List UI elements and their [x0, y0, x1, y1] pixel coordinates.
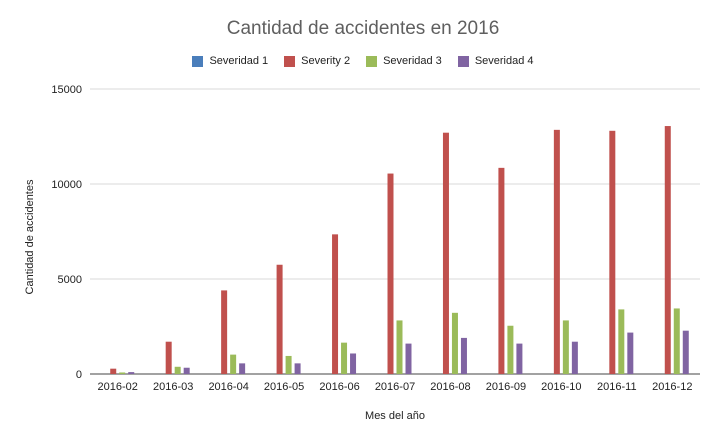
bar-severidad-3-2016-08: [451, 312, 458, 374]
y-tick-label: 0: [76, 369, 82, 381]
bar-severity-2-2016-02: [110, 368, 117, 374]
bar-severity-2-2016-08: [442, 132, 449, 374]
x-tick-label: 2016-11: [597, 381, 637, 393]
bar-severity-2-2016-05: [276, 264, 283, 374]
legend-swatch-severidad-1: [192, 55, 204, 67]
bar-severidad-3-2016-11: [618, 309, 625, 374]
bar-severity-2-2016-07: [387, 173, 394, 374]
y-axis-label: Cantidad de accidentes: [24, 179, 36, 295]
x-tick-label: 2016-05: [264, 381, 304, 393]
legend-label-severidad-3: Severidad 3: [383, 55, 442, 67]
x-axis-label: Mes del año: [365, 410, 425, 422]
x-tick-label: 2016-04: [208, 381, 248, 393]
x-tick-label: 2016-12: [652, 381, 692, 393]
bar-severidad-3-2016-07: [396, 320, 403, 374]
x-tick-label: 2016-10: [541, 381, 581, 393]
legend-label-severidad-4: Severidad 4: [474, 55, 534, 67]
bar-severidad-3-2016-05: [285, 355, 292, 374]
bar-severidad-4-2016-02: [128, 372, 135, 374]
bar-severity-2-2016-06: [332, 234, 339, 374]
bar-severity-2-2016-03: [165, 341, 172, 374]
bar-severidad-4-2016-09: [516, 343, 523, 374]
bar-severidad-3-2016-12: [673, 308, 680, 374]
bar-severity-2-2016-10: [553, 129, 560, 374]
bar-severidad-4-2016-10: [571, 341, 578, 374]
bar-severidad-4-2016-11: [627, 332, 634, 374]
bar-severidad-3-2016-02: [119, 372, 126, 374]
x-tick-label: 2016-02: [98, 381, 138, 393]
chart-title: Cantidad de accidentes en 2016: [226, 18, 500, 39]
bar-severidad-4-2016-08: [460, 337, 467, 374]
bar-severidad-3-2016-10: [562, 320, 569, 374]
legend-swatch-severidad-3: [366, 55, 378, 67]
legend-swatch-severity-2: [284, 55, 296, 67]
bar-severity-2-2016-09: [498, 167, 505, 374]
legend-item-severity-2: Severity 2: [284, 55, 350, 67]
legend-item-severidad-1: Severidad 1: [192, 55, 268, 67]
x-tick-label: 2016-09: [486, 381, 526, 393]
legend: Severidad 1 Severity 2 Severidad 3 Sever…: [0, 55, 726, 67]
bar-severidad-4-2016-04: [239, 363, 246, 374]
x-tick-label: 2016-08: [430, 381, 470, 393]
bar-severidad-4-2016-06: [350, 353, 357, 374]
bar-severity-2-2016-11: [609, 130, 616, 374]
x-tick-label: 2016-03: [153, 381, 193, 393]
y-tick-label: 15000: [51, 84, 82, 96]
y-tick-label: 10000: [51, 179, 82, 191]
bar-severidad-4-2016-07: [405, 343, 412, 374]
legend-swatch-severidad-4: [457, 55, 469, 67]
legend-label-severity-2: Severity 2: [301, 55, 351, 67]
y-tick-label: 5000: [58, 274, 82, 286]
bar-severidad-4-2016-12: [682, 330, 689, 374]
bar-severidad-4-2016-03: [183, 367, 190, 374]
legend-item-severidad-4: Severidad 4: [457, 55, 534, 67]
bar-severidad-4-2016-05: [294, 363, 301, 374]
bar-severidad-3-2016-04: [230, 354, 237, 374]
bar-severity-2-2016-12: [664, 126, 671, 374]
bar-severidad-3-2016-03: [174, 366, 181, 374]
legend-label-severidad-1: Severidad 1: [209, 55, 269, 67]
x-tick-label: 2016-06: [319, 381, 359, 393]
bar-severidad-3-2016-06: [341, 342, 348, 374]
bar-severity-2-2016-04: [221, 290, 228, 374]
legend-item-severidad-3: Severidad 3: [366, 55, 442, 67]
bar-severidad-3-2016-09: [507, 325, 514, 374]
x-tick-label: 2016-07: [375, 381, 415, 393]
